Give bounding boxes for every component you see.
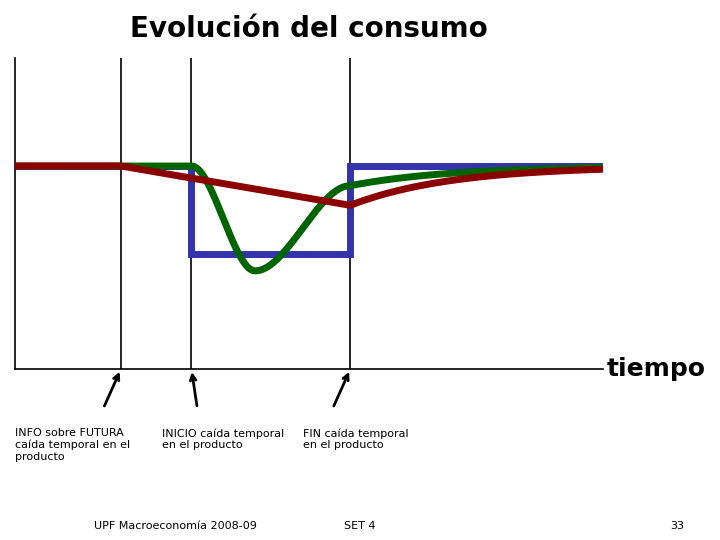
Text: INICIO caída temporal
en el producto: INICIO caída temporal en el producto — [162, 428, 284, 450]
Text: FIN caída temporal
en el producto: FIN caída temporal en el producto — [303, 428, 409, 450]
Title: Evolución del consumo: Evolución del consumo — [130, 15, 488, 43]
Text: SET 4: SET 4 — [344, 521, 376, 531]
Text: UPF Macroeconomía 2008-09: UPF Macroeconomía 2008-09 — [94, 521, 256, 531]
Text: INFO sobre FUTURA
caída temporal en el
producto: INFO sobre FUTURA caída temporal en el p… — [15, 428, 130, 462]
Text: 33: 33 — [670, 521, 684, 531]
Text: tiempo: tiempo — [606, 357, 705, 381]
